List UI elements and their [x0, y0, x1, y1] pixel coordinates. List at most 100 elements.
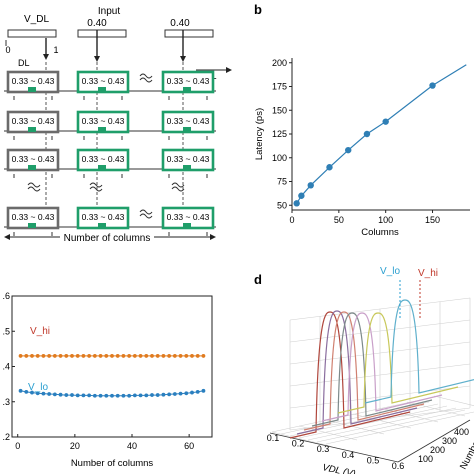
y-tick-label: 400	[454, 427, 469, 437]
latency-point	[382, 118, 389, 125]
series-point	[161, 354, 166, 358]
series-point	[184, 354, 189, 358]
distribution-curve	[337, 312, 459, 414]
series-point	[167, 392, 172, 397]
y-tick-label: 200	[430, 445, 445, 455]
cell-range-label: 0.33 ~ 0.43	[12, 116, 55, 126]
series-point	[121, 393, 126, 398]
cell-0-2: 0.33 ~ 0.43	[161, 70, 215, 100]
series-point	[58, 354, 63, 358]
series-point	[47, 392, 52, 396]
series-point	[178, 354, 183, 358]
cell-3-1: 0.33 ~ 0.43	[76, 206, 130, 236]
latency-point	[326, 164, 333, 171]
series-point	[150, 354, 154, 358]
series-point	[30, 354, 34, 358]
distribution-curve	[364, 299, 474, 404]
x-tick-label: 0.1	[267, 433, 280, 443]
x-tick-label: 0.6	[392, 461, 405, 471]
input-value-1: 0.40	[87, 18, 107, 29]
dl-label: DL	[18, 58, 30, 68]
series-point	[41, 391, 46, 396]
latency-point	[293, 200, 300, 207]
cell-range-label: 0.33 ~ 0.43	[82, 116, 125, 126]
series-point	[201, 388, 206, 393]
vdl-header: V_DL	[24, 14, 49, 25]
cell-range-label: 0.33 ~ 0.43	[12, 212, 55, 222]
series-point	[132, 354, 137, 358]
series-point	[70, 354, 74, 358]
x-tick-label: 0.3	[317, 444, 330, 454]
series-point	[190, 390, 194, 395]
y-tick-label: 175	[272, 82, 287, 92]
latency-point	[363, 130, 371, 138]
cell-range-label: 0.33 ~ 0.43	[167, 76, 210, 86]
latency-line	[296, 64, 467, 204]
series-point	[87, 354, 92, 358]
series-point	[115, 393, 120, 398]
distribution-curve	[321, 312, 443, 422]
y-axis-label: Latency (ps)	[254, 108, 265, 160]
cell-0-1: 0.33 ~ 0.43	[76, 70, 130, 100]
series-point	[35, 391, 40, 396]
cell-0-0: 0.33 ~ 0.43	[6, 70, 60, 100]
x-tick-label: 0.4	[342, 450, 355, 460]
series-point	[138, 393, 143, 398]
series-point	[127, 393, 132, 398]
series-point	[98, 354, 103, 358]
input-header: Input	[98, 6, 120, 17]
y-tick-label: .3	[2, 397, 10, 407]
series-point	[155, 393, 160, 397]
cell-range-label: 0.33 ~ 0.43	[167, 154, 210, 164]
latency-point	[429, 82, 436, 89]
series-point	[47, 354, 52, 358]
series-point	[144, 393, 149, 398]
y-tick-label: 50	[277, 200, 287, 210]
3d-grid	[271, 297, 474, 447]
y-tick-label: .4	[2, 362, 10, 372]
series-point	[110, 393, 114, 398]
series-point	[35, 354, 40, 358]
cell-1-0: 0.33 ~ 0.43	[6, 110, 60, 140]
scale-bar-input-1	[77, 29, 127, 62]
x-axis-label: Columns	[361, 227, 399, 238]
x-tick-label: 150	[425, 215, 440, 225]
series-point	[41, 354, 46, 358]
x-axis-label: VDL (V)	[321, 462, 356, 474]
series-point	[104, 393, 109, 398]
series-point	[127, 354, 132, 358]
series-point	[138, 354, 143, 358]
series-point	[144, 354, 149, 358]
x-tick-label: 60	[184, 441, 194, 451]
series-point	[75, 354, 80, 358]
series-point	[30, 390, 34, 395]
cell-grid: 0.33 ~ 0.43 0.33 ~ 0.43 0.33 ~ 0.43 0.33 ~ …	[4, 70, 216, 236]
series-point	[24, 354, 29, 358]
cell-3-2: 0.33 ~ 0.43	[161, 206, 215, 236]
distribution-curve	[303, 311, 425, 431]
distribution-curve	[296, 310, 418, 435]
distribution-curve	[311, 312, 433, 427]
cell-1-2: 0.33 ~ 0.43	[161, 110, 215, 140]
x-tick-label: 40	[127, 441, 137, 451]
panel-d-letter: d	[254, 272, 262, 287]
v-hi-label: V_hi	[418, 268, 438, 279]
y-tick-label: 200	[272, 58, 287, 68]
input-value-2: 0.40	[170, 18, 190, 29]
series-point	[75, 393, 80, 398]
x-tick-label: 100	[378, 215, 393, 225]
series-point	[87, 393, 92, 398]
series-point	[195, 354, 200, 358]
scale-bar-input-2	[164, 29, 214, 62]
y-tick-label: 75	[277, 177, 287, 187]
y-tick-label: .5	[2, 326, 10, 336]
series-point	[167, 354, 172, 358]
columns-footer: Number of columns	[64, 233, 151, 244]
x-tick-label: 0.5	[367, 455, 380, 465]
series-point	[81, 354, 86, 358]
x-tick-label: 0	[289, 215, 294, 225]
cell-3-0: 0.33 ~ 0.43	[6, 206, 60, 236]
series-point	[115, 354, 120, 358]
x-tick-label: 20	[70, 441, 80, 451]
